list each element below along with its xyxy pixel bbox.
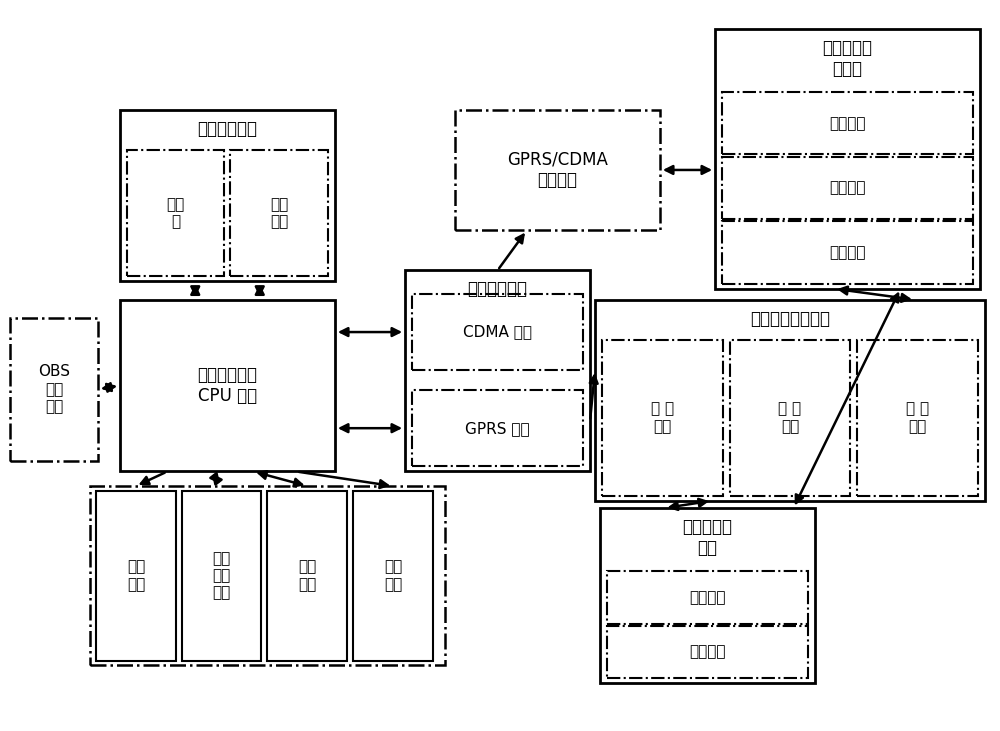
Bar	[607, 626, 808, 678]
Bar	[96, 491, 176, 661]
Bar	[455, 110, 660, 230]
Text: 协议
转换
模块: 协议 转换 模块	[212, 550, 231, 601]
Bar	[600, 508, 815, 683]
Text: 绘 制
曲线: 绘 制 曲线	[778, 401, 802, 434]
Text: 远程数据库
模块: 远程数据库 模块	[682, 518, 732, 557]
Text: 电源管理模块: 电源管理模块	[197, 121, 258, 138]
Bar	[412, 390, 583, 466]
Text: 时钟
模块: 时钟 模块	[384, 559, 402, 592]
Bar	[120, 110, 335, 281]
Bar	[267, 491, 347, 661]
Bar	[602, 340, 723, 496]
Text: OBS
水文
仪器: OBS 水文 仪器	[38, 364, 70, 414]
Bar	[857, 340, 978, 496]
Text: 数据补传: 数据补传	[829, 181, 866, 195]
Text: 现场数据处理
CPU 模块: 现场数据处理 CPU 模块	[197, 366, 258, 405]
Bar	[715, 29, 980, 289]
Bar	[722, 156, 973, 219]
Text: 网络数据处理模块: 网络数据处理模块	[750, 311, 830, 328]
Text: 文 件
输出: 文 件 输出	[906, 401, 929, 434]
Text: 指令发送: 指令发送	[829, 115, 866, 131]
Bar	[127, 150, 224, 276]
Bar	[730, 340, 850, 496]
Bar	[412, 294, 583, 370]
Text: 备用
电源: 备用 电源	[270, 197, 288, 230]
Text: 无线通讯模块: 无线通讯模块	[468, 280, 528, 298]
Bar	[353, 491, 433, 661]
Text: 远程数据分
析模块: 远程数据分 析模块	[822, 39, 872, 78]
Bar	[230, 150, 328, 276]
Bar	[405, 270, 590, 471]
Bar	[595, 300, 985, 501]
Bar	[722, 221, 973, 284]
Text: 信息查询: 信息查询	[689, 590, 726, 605]
Text: 主电
源: 主电 源	[167, 197, 185, 230]
Text: 串口
通讯: 串口 通讯	[127, 559, 145, 592]
Text: 数 据
显示: 数 据 显示	[651, 401, 674, 434]
Bar	[90, 486, 445, 665]
Bar	[10, 318, 98, 461]
Bar	[120, 300, 335, 471]
Bar	[722, 92, 973, 154]
Text: 信息存储: 信息存储	[689, 645, 726, 659]
Text: GPRS/CDMA
无线网络: GPRS/CDMA 无线网络	[507, 151, 608, 189]
Bar	[182, 491, 261, 661]
Bar	[607, 571, 808, 624]
Text: 存储
模块: 存储 模块	[298, 559, 316, 592]
Text: CDMA 模块: CDMA 模块	[463, 325, 532, 340]
Text: 时钟校准: 时钟校准	[829, 245, 866, 260]
Text: GPRS 模块: GPRS 模块	[465, 420, 530, 436]
